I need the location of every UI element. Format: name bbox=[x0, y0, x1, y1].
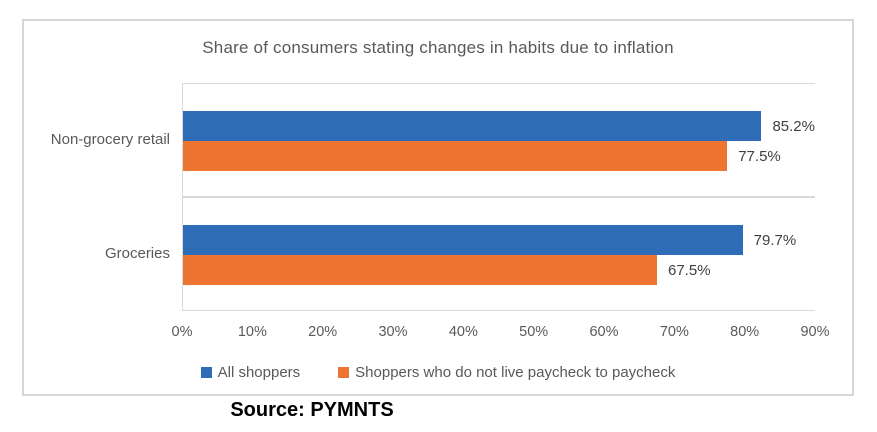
legend-swatch-icon bbox=[338, 367, 350, 378]
x-tick-label: 60% bbox=[589, 324, 619, 340]
legend-swatch-icon bbox=[200, 367, 212, 378]
x-tick-label: 80% bbox=[730, 324, 760, 340]
data-label: 79.7% bbox=[753, 231, 797, 249]
bar-row: 79.7% bbox=[183, 225, 815, 255]
legend: All shoppers Shoppers who do not live pay… bbox=[24, 364, 852, 381]
category-label: Non-grocery retail bbox=[50, 131, 170, 148]
x-tick-label: 10% bbox=[237, 324, 267, 340]
chart-title: Share of consumers stating changes in ha… bbox=[202, 38, 674, 57]
x-tick-label: 50% bbox=[519, 324, 549, 340]
category-gridline bbox=[183, 196, 815, 198]
legend-label: Shoppers who do not live paycheck to pay… bbox=[355, 364, 676, 381]
data-label: 77.5% bbox=[738, 147, 781, 165]
bar-all-shoppers-groceries bbox=[183, 225, 743, 255]
data-label: 67.5% bbox=[668, 261, 711, 279]
legend-item: Shoppers who do not live paycheck to pay… bbox=[338, 364, 675, 381]
bar-row: 85.2% bbox=[183, 111, 815, 141]
x-axis: 0% 10% 20% 30% 40% 50% 60% 70% 80% 90% bbox=[172, 324, 830, 342]
x-tick-label: 0% bbox=[171, 324, 193, 340]
bar-shoppers-who-do-not-live-paycheck-to-paycheck-groceries bbox=[183, 255, 657, 285]
data-label: 85.2% bbox=[772, 117, 815, 135]
bar-row: 67.5% bbox=[183, 255, 815, 285]
x-tick-label: 40% bbox=[448, 324, 478, 340]
category-label: Groceries bbox=[104, 245, 170, 262]
chart-container: Share of consumers stating changes in ha… bbox=[22, 19, 854, 396]
x-tick-label: 70% bbox=[659, 324, 689, 340]
bar-all-shoppers-non-grocery-retail bbox=[183, 111, 762, 141]
legend-label: All shoppers bbox=[217, 364, 301, 381]
source-caption: Source: PYMNTS bbox=[230, 399, 394, 421]
bar-row: 77.5% bbox=[183, 141, 815, 171]
bar-shoppers-who-do-not-live-paycheck-to-paycheck-non-grocery-retail bbox=[183, 141, 728, 171]
x-tick-label: 30% bbox=[378, 324, 408, 340]
x-tick-label: 90% bbox=[800, 324, 830, 340]
legend-item: All shoppers bbox=[200, 364, 301, 381]
x-tick-label: 20% bbox=[308, 324, 338, 340]
plot-area: 85.2% 77.5% 79.7% 67.5% bbox=[182, 83, 815, 311]
